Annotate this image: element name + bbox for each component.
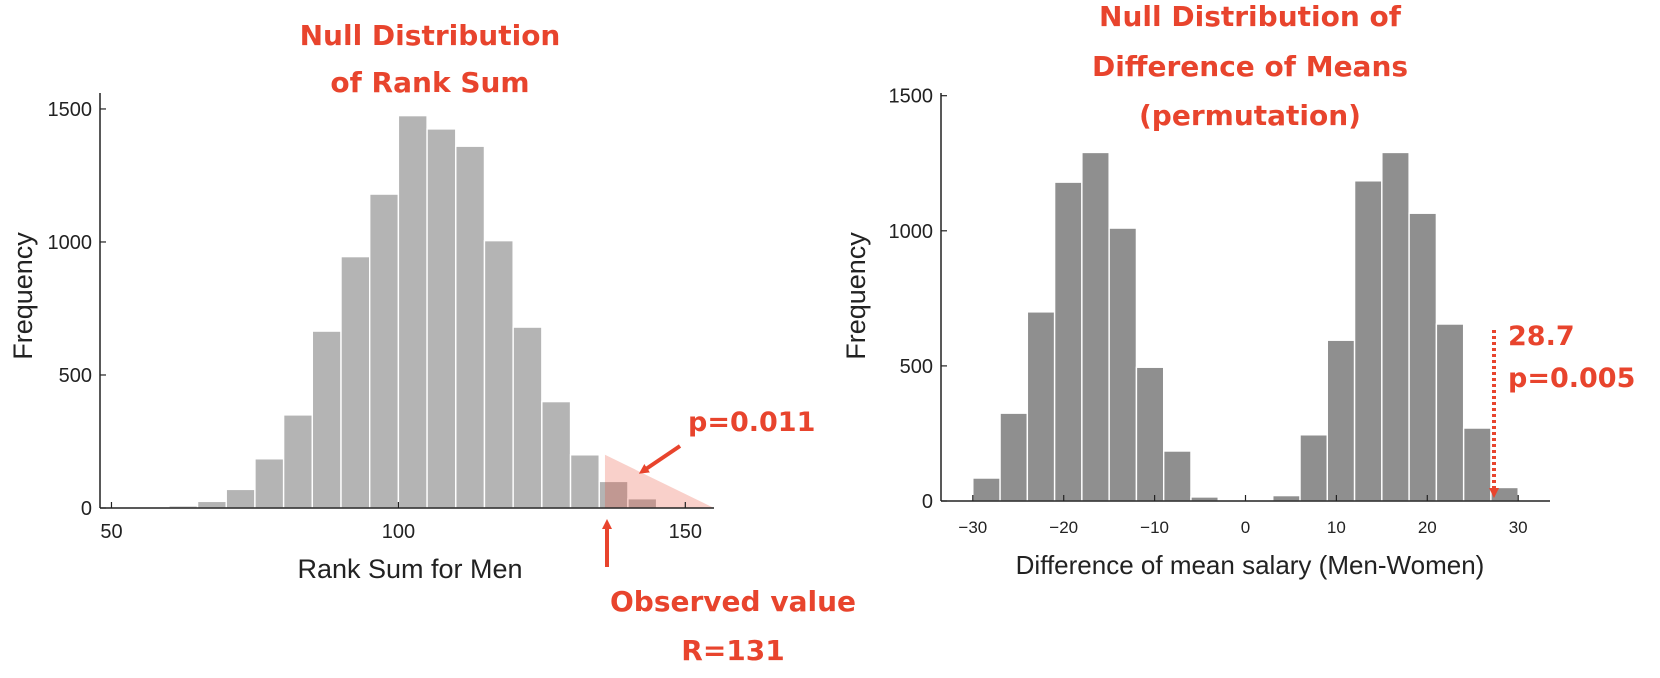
chart2-bar-7 — [1162, 450, 1192, 502]
chart1-bar-8 — [369, 193, 400, 509]
chart1-observed-label: Observed value — [610, 585, 856, 618]
chart2-ytick-label: 500 — [900, 356, 933, 378]
chart1-xtick-label: 100 — [382, 521, 415, 543]
chart2-axes: −30 −20 −10 0 10 20 30 0 500 1000 1500 — [889, 86, 1550, 537]
chart2-bar-13 — [1381, 151, 1410, 502]
chart2-bar-10 — [1299, 434, 1329, 502]
chart1-ytick-label: 1500 — [48, 99, 93, 121]
chart1-title-line-2: of Rank Sum — [330, 66, 529, 99]
chart1-bar-13 — [512, 326, 543, 509]
chart1-title-line-1: Null Distribution — [300, 19, 561, 52]
chart2-bar-3 — [1053, 181, 1083, 502]
chart2-ytick-label: 1000 — [889, 221, 934, 243]
difference-of-means-histogram: Null Distribution of Difference of Means… — [841, 0, 1635, 580]
chart1-xtick-label: 50 — [100, 521, 122, 543]
chart2-observed-value: 28.7 — [1508, 321, 1575, 352]
chart1-bar-15 — [569, 454, 600, 509]
chart2-title-line-3: (permutation) — [1139, 99, 1361, 132]
chart2-title-line-2: Difference of Means — [1092, 50, 1408, 83]
chart1-observed-value: R=131 — [681, 634, 784, 667]
chart1-bar-14 — [541, 400, 572, 509]
chart2-bar-1 — [999, 412, 1029, 502]
chart2-xtick-label: 30 — [1509, 518, 1528, 537]
chart1-bar-5 — [282, 414, 314, 509]
chart2-bar-2 — [1026, 311, 1056, 502]
chart2-ytick-label: 0 — [922, 491, 933, 513]
rank-sum-histogram: Null Distribution of Rank Sum 50 100 15005… — [8, 19, 856, 667]
chart1-bar-3 — [225, 488, 256, 509]
chart1-ytick-label: 500 — [59, 365, 92, 387]
chart2-xtick-label: 10 — [1327, 518, 1346, 537]
chart1-bar-10 — [426, 128, 457, 509]
chart1-ytick-label: 1000 — [48, 232, 93, 254]
chart2-xtick-label: −10 — [1140, 518, 1169, 537]
chart2-xtick-label: −30 — [958, 518, 987, 537]
chart2-bar-0 — [972, 477, 1001, 502]
chart2-bars — [972, 151, 1519, 502]
chart2-xtick-label: 0 — [1241, 518, 1250, 537]
chart1-bar-2 — [196, 500, 227, 509]
chart2-bar-4 — [1081, 151, 1110, 502]
chart1-p-value: p=0.011 — [688, 407, 815, 438]
chart1-bar-4 — [254, 458, 285, 509]
chart1-bar-6 — [311, 330, 342, 509]
chart1-bar-7 — [340, 255, 371, 509]
chart1-tail-shading — [604, 454, 714, 508]
chart1-bar-12 — [483, 239, 514, 509]
chart1-bar-9 — [397, 114, 428, 509]
chart1-bar-16 — [598, 480, 629, 509]
chart2-xlabel: Difference of mean salary (Men-Women) — [1016, 550, 1485, 580]
chart2-title-line-1: Null Distribution of — [1099, 0, 1402, 33]
chart2-ylabel: Frequency — [841, 232, 871, 360]
chart2-bar-16 — [1462, 427, 1492, 502]
chart1-ylabel: Frequency — [8, 232, 38, 360]
chart2-bar-12 — [1353, 180, 1383, 502]
chart2-bar-11 — [1326, 339, 1356, 502]
chart2-xtick-label: 20 — [1418, 518, 1437, 537]
chart1-p-arrow — [638, 444, 682, 474]
chart2-ytick-label: 1500 — [889, 86, 934, 108]
chart1-bar-11 — [455, 145, 486, 509]
chart1-bars — [139, 114, 658, 509]
chart2-bar-15 — [1435, 323, 1465, 502]
chart2-xtick-label: −20 — [1049, 518, 1078, 537]
chart1-xlabel: Rank Sum for Men — [297, 554, 522, 584]
chart2-bar-5 — [1108, 227, 1138, 502]
chart2-bar-6 — [1135, 366, 1165, 502]
chart2-bar-17 — [1490, 486, 1519, 502]
chart2-bar-14 — [1408, 212, 1438, 502]
chart2-bar-9 — [1272, 494, 1301, 502]
chart1-ytick-label: 0 — [81, 498, 92, 520]
chart1-xtick-label: 150 — [669, 521, 702, 543]
chart2-p-value: p=0.005 — [1508, 363, 1635, 394]
